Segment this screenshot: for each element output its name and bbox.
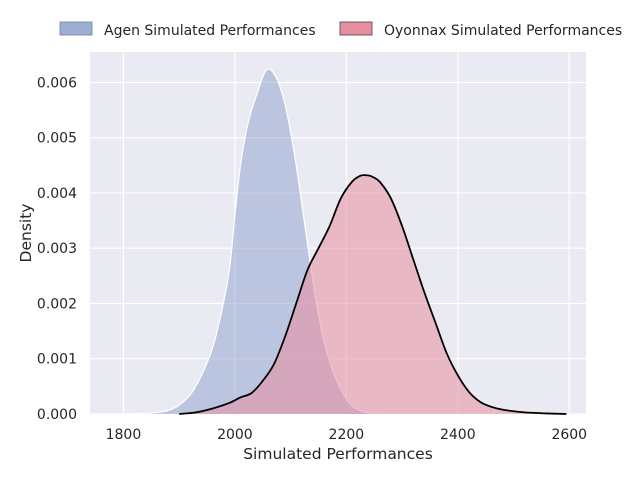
density-area-agen bbox=[115, 68, 403, 414]
y-tick-label: 0.006 bbox=[37, 75, 77, 91]
y-axis-label: Density bbox=[17, 204, 35, 263]
x-tick-label: 2000 bbox=[217, 427, 253, 443]
legend-label-agen: Agen Simulated Performances bbox=[104, 23, 316, 39]
legend-label-oyonnax: Oyonnax Simulated Performances bbox=[384, 23, 622, 39]
y-tick-label: 0.003 bbox=[37, 241, 77, 257]
x-axis-label: Simulated Performances bbox=[243, 445, 433, 463]
density-areas bbox=[115, 68, 567, 415]
y-tick-label: 0.005 bbox=[37, 131, 77, 147]
legend: Agen Simulated Performances Oyonnax Simu… bbox=[59, 21, 622, 39]
x-tick-label: 1800 bbox=[106, 427, 142, 443]
x-tick-label: 2200 bbox=[329, 427, 365, 443]
density-line-oyonnax bbox=[179, 174, 567, 415]
y-tick-label: 0.000 bbox=[37, 407, 77, 423]
y-tick-label: 0.001 bbox=[37, 352, 77, 368]
y-tick-label: 0.004 bbox=[37, 186, 77, 202]
x-tick-labels: 1800 2000 2200 2400 2600 bbox=[106, 427, 587, 443]
density-area-oyonnax bbox=[179, 175, 567, 414]
x-tick-label: 2600 bbox=[551, 427, 587, 443]
y-tick-label: 0.002 bbox=[37, 296, 77, 312]
y-tick-labels: 0.000 0.001 0.002 0.003 0.004 0.005 0.006 bbox=[37, 75, 77, 423]
legend-swatch-oyonnax bbox=[339, 21, 373, 36]
x-tick-label: 2400 bbox=[440, 427, 476, 443]
legend-swatch-agen bbox=[59, 21, 93, 36]
